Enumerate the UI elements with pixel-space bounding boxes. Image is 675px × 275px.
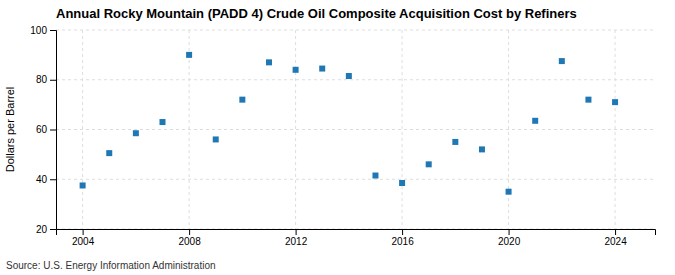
tick-mark <box>50 179 56 180</box>
title: Annual Rocky Mountain (PADD 4) Crude Oil… <box>56 6 577 21</box>
point <box>585 97 591 103</box>
tick-mark <box>50 30 56 31</box>
grid-line-x <box>402 30 403 229</box>
point <box>106 150 112 156</box>
point <box>159 119 165 125</box>
point <box>532 118 538 124</box>
points <box>80 52 618 195</box>
tick-label: 2024 <box>604 236 627 247</box>
point <box>612 99 618 105</box>
tick-label: 2012 <box>285 236 308 247</box>
tick-label: 20 <box>36 224 48 235</box>
tick: 100 <box>30 25 56 36</box>
tick-mark <box>50 80 56 81</box>
point <box>559 58 565 64</box>
tick-mark <box>50 130 56 131</box>
tick-mark <box>402 229 403 235</box>
grid-line-y <box>56 179 655 180</box>
tick: 2020 <box>498 229 521 247</box>
tick-label: 100 <box>30 25 47 36</box>
point <box>133 130 139 136</box>
tick-mark <box>615 229 616 235</box>
tick-label: 80 <box>36 74 48 85</box>
tick-mark <box>189 229 190 235</box>
point <box>213 136 219 142</box>
tick: 2008 <box>178 229 201 247</box>
grid-line-x <box>189 30 190 229</box>
point <box>506 189 512 195</box>
point <box>479 146 485 152</box>
grid-line-y <box>56 129 655 130</box>
point <box>239 97 245 103</box>
tick: 80 <box>36 74 56 85</box>
chart: 2004 2008 2012 2016 2020 2024 20 40 60 80 100 Annua… <box>0 0 675 275</box>
tick: 2004 <box>72 229 95 247</box>
point <box>266 59 272 65</box>
point <box>186 52 192 58</box>
tick-label: 2016 <box>391 236 414 247</box>
grid <box>56 30 655 229</box>
tick: 40 <box>36 174 56 185</box>
point <box>372 173 378 179</box>
tick-label: 2020 <box>498 236 521 247</box>
point <box>346 73 352 79</box>
grid-line-x <box>508 30 509 229</box>
tick-label: 40 <box>36 174 48 185</box>
point <box>319 66 325 72</box>
grid-line-x <box>82 30 83 229</box>
y-axis-label: Dollars per Barrel <box>4 87 16 173</box>
grid-line-y <box>56 30 655 31</box>
tick-mark <box>509 229 510 235</box>
grid-line-x <box>295 30 296 229</box>
tick-mark <box>50 229 56 230</box>
grid-line-y <box>56 79 655 80</box>
y-axis: 20 40 60 80 100 <box>30 25 56 235</box>
point <box>426 161 432 167</box>
tick-mark <box>83 229 84 235</box>
tick: 2024 <box>604 229 627 247</box>
annotation: Source: U.S. Energy Information Administ… <box>6 260 216 271</box>
point <box>399 180 405 186</box>
tick: 60 <box>36 124 56 135</box>
axis-line <box>50 31 57 230</box>
plot: 2004 2008 2012 2016 2020 2024 20 40 60 80 100 <box>30 25 655 247</box>
tick: 2012 <box>285 229 308 247</box>
point <box>452 139 458 145</box>
point <box>80 182 86 188</box>
tick-label: 60 <box>36 124 48 135</box>
tick-label: 2004 <box>72 236 95 247</box>
point <box>293 67 299 73</box>
x-axis: 2004 2008 2012 2016 2020 2024 <box>57 229 656 247</box>
tick-mark <box>296 229 297 235</box>
axis-line <box>57 230 656 236</box>
tick-label: 2008 <box>178 236 201 247</box>
tick: 20 <box>36 224 56 235</box>
grid-line-x <box>615 30 616 229</box>
tick: 2016 <box>391 229 414 247</box>
